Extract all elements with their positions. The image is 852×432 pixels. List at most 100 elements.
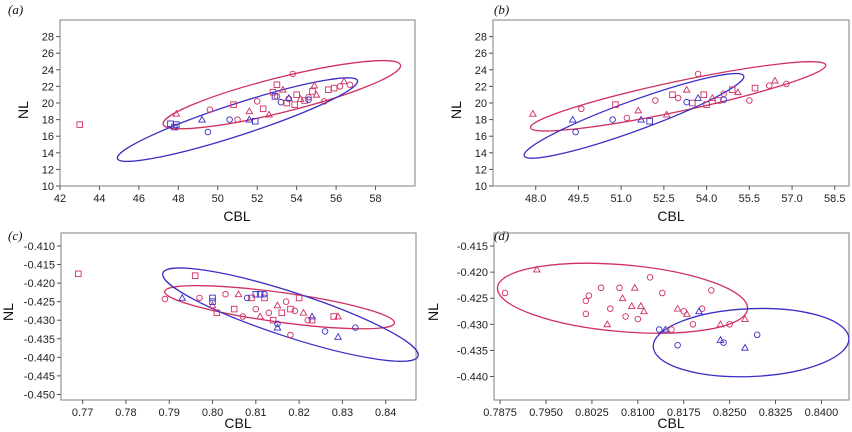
panel-a-point xyxy=(305,96,312,103)
panel-c-ellipse-group1 xyxy=(164,285,396,330)
panel-d-point xyxy=(634,315,642,323)
panel-a-point xyxy=(253,98,261,105)
panel-c-xtick-label: 0.77 xyxy=(72,407,93,419)
panel-b-point xyxy=(568,115,577,123)
panel-b-point xyxy=(669,91,676,98)
panel-b-point xyxy=(689,99,696,107)
panel-a-point xyxy=(289,70,296,78)
panel-b-point xyxy=(612,101,619,108)
panel-a-point xyxy=(340,77,348,85)
panel-c-ytick-label: -0.445 xyxy=(24,371,55,383)
panel-a-ytick-label: 18 xyxy=(42,115,54,127)
panel-b-ellipse-group2 xyxy=(523,72,745,159)
panel-b-ytick-label: 24 xyxy=(475,65,487,77)
panel-a-point xyxy=(301,97,308,104)
panel-d-point xyxy=(656,326,663,333)
panel-d-point xyxy=(740,343,749,351)
panel-d-xlabel: CBL xyxy=(657,415,684,431)
panel-b-point xyxy=(703,101,710,108)
panel-a-xtick-label: 44 xyxy=(93,193,105,205)
panel-a-point xyxy=(259,105,267,113)
panel-b-ytick-label: 20 xyxy=(475,98,487,110)
panel-c-point xyxy=(213,309,221,317)
panel-d-point xyxy=(622,313,629,320)
panel-c-plot-frame xyxy=(60,232,417,401)
panel-c-point xyxy=(273,323,282,331)
panel-c-ytick-label: -0.415 xyxy=(24,260,55,272)
panel-d-point xyxy=(716,320,725,328)
panel-b-point xyxy=(766,82,773,89)
panel-d-point xyxy=(582,297,590,305)
panel-b-point xyxy=(694,93,703,101)
panel-c-point xyxy=(234,290,243,298)
panel-b-content: 48.0 49.5 51.0 52.5 54.0 55.5 57.0 58.5 10 12 14 16… xyxy=(475,32,846,205)
panel-a-point xyxy=(309,88,316,95)
panel-d-point xyxy=(753,331,761,339)
panel-d-point xyxy=(695,307,704,315)
panel-c-point xyxy=(256,312,265,320)
panel-a-point xyxy=(273,93,281,100)
panel-a-point xyxy=(230,101,237,108)
panel-d-ytick-label: -0.415 xyxy=(457,241,488,253)
panel-c-point xyxy=(287,331,294,339)
panel-a-ytick-label: 14 xyxy=(42,148,54,160)
panel-d-xtick-label: 0.8100 xyxy=(621,407,655,419)
panel-c-ytick-label: -0.435 xyxy=(24,334,55,346)
panel-b-ytick-label: 16 xyxy=(475,131,487,143)
panel-d-ellipse-group1 xyxy=(496,262,749,334)
panel-d-ytick-label: -0.420 xyxy=(457,267,488,279)
panel-d-point xyxy=(639,307,648,315)
panel-c-point xyxy=(191,272,199,279)
panel-b-ytick-label: 22 xyxy=(475,81,487,93)
panel-a-xtick-label: 50 xyxy=(212,193,224,205)
panel-a-point xyxy=(312,90,321,98)
panel-a-point xyxy=(278,85,287,93)
panel-d-point xyxy=(585,292,593,299)
panel-d-point xyxy=(597,284,605,292)
panel-b-point xyxy=(700,91,708,98)
panel-b-plot-frame xyxy=(492,19,850,187)
panel-a-point xyxy=(291,101,298,108)
panel-c-point xyxy=(209,298,216,305)
panel-a-xtick-label: 48 xyxy=(172,193,184,205)
panel-a-point xyxy=(293,91,300,98)
panel-d-xtick-label: 0.7875 xyxy=(483,407,517,419)
panel-c-point xyxy=(287,305,294,313)
panel-d-point xyxy=(618,294,627,302)
panel-b-point xyxy=(708,93,717,101)
panel-c-point xyxy=(261,290,268,298)
panel-a-ellipse-group1 xyxy=(162,59,402,130)
panel-a-ytick-label: 20 xyxy=(42,98,54,110)
panel-d-point xyxy=(607,305,614,312)
panel-b-point xyxy=(646,118,653,125)
panel-b-point xyxy=(694,70,702,78)
panel-c-label: (c) xyxy=(8,228,22,243)
panel-c-xtick-label: 0.83 xyxy=(332,407,353,419)
panel-c-point xyxy=(252,305,260,313)
panel-c-point xyxy=(208,301,217,309)
panel-c-point xyxy=(248,294,255,302)
panel-d-point xyxy=(582,310,590,318)
panel-b-ylabel: NL xyxy=(448,101,464,119)
panel-c-point xyxy=(295,294,303,302)
panel-c-point xyxy=(299,308,308,316)
panel-b-xlabel: CBL xyxy=(657,208,684,224)
panel-c-ytick-label: -0.440 xyxy=(24,352,55,364)
panel-c-point xyxy=(273,301,282,309)
panel-a-ylabel: NL xyxy=(15,101,31,119)
panel-c-ytick-label: -0.450 xyxy=(24,389,55,401)
panel-b-xtick-label: 49.5 xyxy=(568,193,589,205)
panel-c-ytick-label: -0.410 xyxy=(24,241,55,253)
panel-b-point xyxy=(662,110,671,118)
panel-c-ellipse-group2 xyxy=(162,267,419,362)
panel-a-ytick-label: 12 xyxy=(42,164,54,176)
panel-d-point xyxy=(740,314,749,322)
panel-a-ytick-label: 24 xyxy=(42,65,54,77)
panel-a-xtick-label: 56 xyxy=(330,193,342,205)
panel-c-xtick-label: 0.81 xyxy=(245,407,266,419)
panel-c-point xyxy=(230,305,238,313)
panel-a-xtick-label: 52 xyxy=(251,193,263,205)
panel-d-point xyxy=(630,283,639,291)
panel-b-point xyxy=(733,88,742,96)
panel-b-xtick-label: 52.5 xyxy=(653,193,674,205)
